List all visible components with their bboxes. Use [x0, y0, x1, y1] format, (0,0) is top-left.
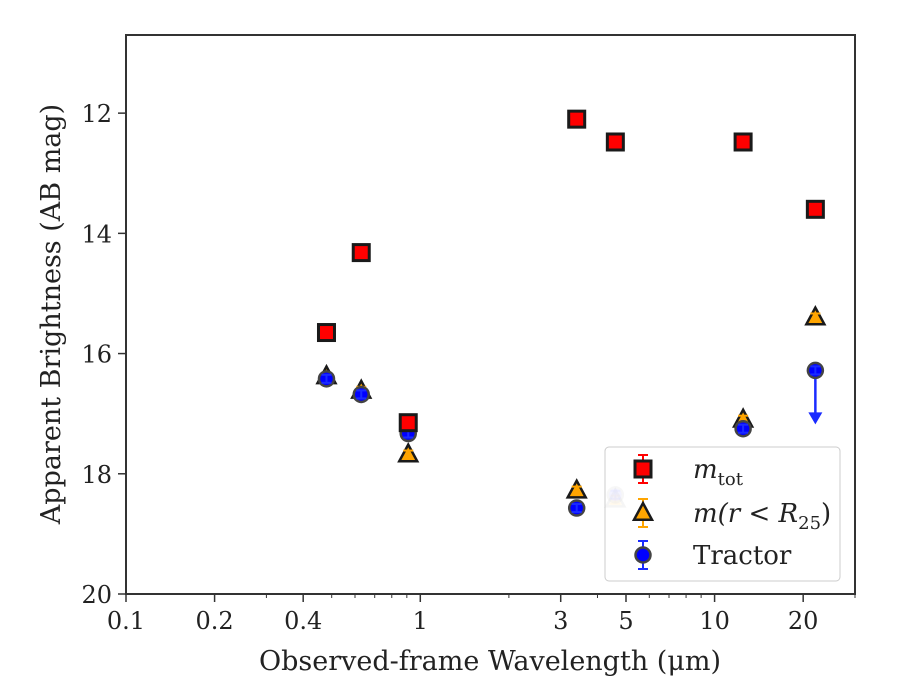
x-tick-label: 1: [413, 607, 428, 635]
square-point: [733, 132, 753, 152]
error-bar: [738, 423, 749, 434]
legend-label: Tractor: [693, 541, 792, 571]
error-bar: [356, 389, 367, 400]
legend-label: m(r < R25): [693, 499, 831, 534]
y-tick-label: 16: [81, 341, 112, 369]
error-bar: [403, 449, 414, 460]
x-axis-label: Observed-frame Wavelength (μm): [259, 646, 721, 677]
square-point: [351, 243, 371, 263]
legend-label-subscript: 25: [798, 513, 821, 534]
error-bar: [810, 365, 821, 376]
axes: 0.1 0.2 0.4 1 3 5 10 20 12 14 16 18 20: [81, 100, 856, 635]
error-bar: [321, 373, 332, 384]
legend-label-main: m(r < R: [693, 499, 798, 529]
legend-box: [604, 446, 841, 582]
x-tick-label: 0.2: [196, 607, 234, 635]
upper-limit-arrow-head: [808, 412, 823, 425]
legend-label-main: Tractor: [693, 541, 792, 571]
plot-frame: [125, 34, 856, 595]
x-tick-label: 0.1: [107, 607, 145, 635]
x-tick-label: 10: [699, 607, 730, 635]
square-point: [567, 109, 587, 129]
legend-label: mtot: [693, 455, 744, 490]
x-tick-label: 3: [553, 607, 568, 635]
square-point: [605, 132, 625, 152]
legend-entry: mtot: [633, 454, 744, 490]
y-tick-label: 18: [81, 461, 112, 489]
y-tick-label: 20: [81, 581, 112, 609]
legend-triangle-marker: [631, 500, 655, 521]
square-point: [398, 413, 418, 433]
square-point: [805, 199, 825, 219]
legend-circle-marker: [634, 546, 652, 564]
error-bar: [571, 485, 582, 496]
x-tick-label: 5: [618, 607, 633, 635]
y-axis-label: Apparent Brightness (AB mag): [36, 104, 67, 525]
error-bar: [571, 503, 582, 514]
legend-entry: m(r < R25): [631, 498, 831, 534]
x-tick-label: 0.4: [284, 607, 322, 635]
legend-label-main: m: [693, 455, 718, 485]
y-tick-label: 14: [81, 220, 112, 248]
legend: mtot m(r < R25) Tractor: [604, 446, 841, 582]
legend-square-marker: [633, 459, 653, 479]
x-tick-label: 20: [788, 607, 819, 635]
legend-entry: Tractor: [634, 540, 792, 571]
legend-label-suffix: ): [821, 499, 831, 529]
square-point: [316, 323, 336, 343]
y-tick-label: 12: [81, 100, 112, 128]
legend-label-subscript: tot: [718, 469, 744, 490]
error-bar: [810, 312, 821, 323]
